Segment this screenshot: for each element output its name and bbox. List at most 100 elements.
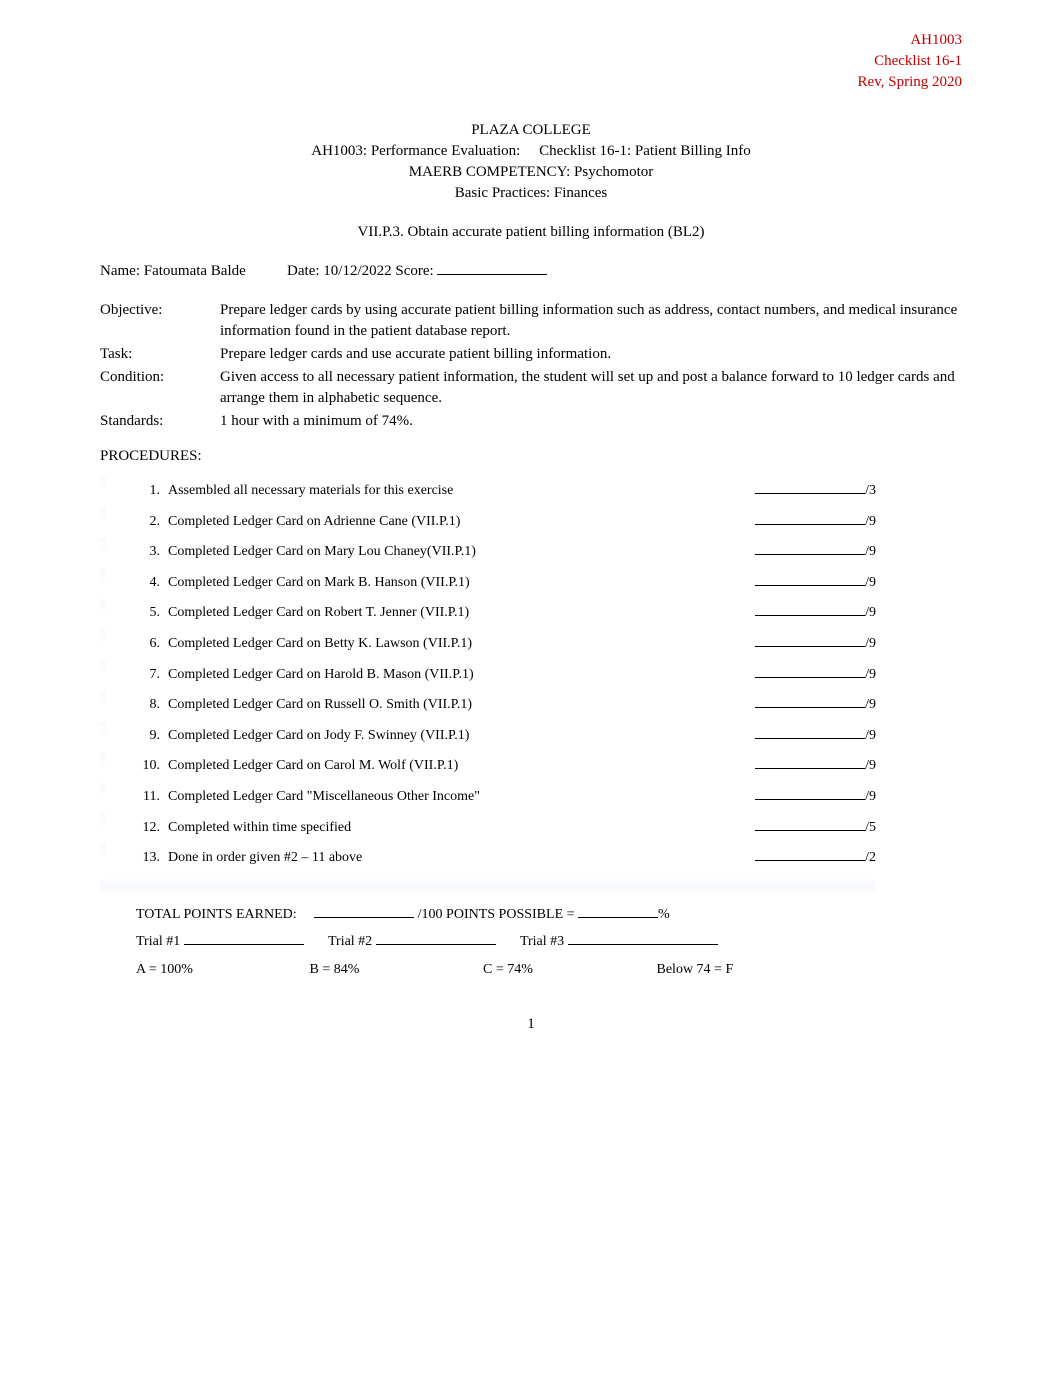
score-max: /5 (865, 820, 876, 835)
procedure-number: 13. (136, 848, 168, 868)
score-blank (755, 788, 865, 800)
procedure-score: /3 (726, 481, 876, 501)
procedure-number: 5. (136, 603, 168, 623)
procedure-number: 11. (136, 787, 168, 807)
totals-percent: % (658, 907, 670, 922)
title-line3: MAERB COMPETENCY: Psychomotor (100, 162, 962, 183)
procedure-row: 4. Completed Ledger Card on Mark B. Hans… (136, 569, 876, 600)
procedure-row: 5. Completed Ledger Card on Robert T. Je… (136, 599, 876, 630)
title-line2-prefix: AH1003: Performance Evaluation: (311, 143, 520, 159)
procedure-score: /2 (726, 848, 876, 868)
header-meta: AH1003 Checklist 16-1 Rev, Spring 2020 (858, 30, 962, 93)
definition-value: 1 hour with a minimum of 74%. (220, 411, 962, 432)
trial1-blank (184, 933, 304, 945)
score-max: /9 (865, 667, 876, 682)
procedure-score: /9 (726, 542, 876, 562)
procedure-text: Completed Ledger Card on Betty K. Lawson… (168, 634, 726, 654)
procedure-text: Completed Ledger Card on Russell O. Smit… (168, 695, 726, 715)
score-blank (755, 574, 865, 586)
procedure-row: 7. Completed Ledger Card on Harold B. Ma… (136, 661, 876, 692)
decorative-stripe (100, 877, 876, 895)
procedure-row: 13. Done in order given #2 – 11 above /2 (136, 844, 876, 875)
score-blank (437, 261, 547, 275)
procedure-text: Done in order given #2 – 11 above (168, 848, 726, 868)
definition-label: Task: (100, 344, 220, 365)
definition-row: Objective: Prepare ledger cards by using… (100, 300, 962, 342)
score-blank (755, 849, 865, 861)
procedure-text: Completed Ledger Card "Miscellaneous Oth… (168, 787, 726, 807)
page-number: 1 (100, 1014, 962, 1035)
totals-percent-blank (578, 906, 658, 918)
procedure-score: /9 (726, 573, 876, 593)
grade-c: C = 74% (483, 960, 653, 980)
score-max: /9 (865, 575, 876, 590)
name-date-line: Name: Fatoumata Balde Date: 10/12/2022 S… (100, 261, 962, 282)
procedure-number: 4. (136, 573, 168, 593)
score-label: Score: (395, 263, 433, 279)
score-blank (755, 757, 865, 769)
procedure-score: /9 (726, 512, 876, 532)
procedure-row: 2. Completed Ledger Card on Adrienne Can… (136, 508, 876, 539)
title-block: PLAZA COLLEGE AH1003: Performance Evalua… (100, 120, 962, 204)
procedure-score: /9 (726, 756, 876, 776)
score-blank (755, 482, 865, 494)
trial2-blank (376, 933, 496, 945)
score-max: /9 (865, 789, 876, 804)
trial2-label: Trial #2 (328, 934, 372, 949)
score-max: /2 (865, 850, 876, 865)
title-line2: AH1003: Performance Evaluation: Checklis… (100, 141, 962, 162)
procedure-number: 1. (136, 481, 168, 501)
definition-row: Standards: 1 hour with a minimum of 74%. (100, 411, 962, 432)
score-max: /9 (865, 697, 876, 712)
grade-a: A = 100% (136, 960, 306, 980)
score-max: /9 (865, 758, 876, 773)
score-max: /9 (865, 636, 876, 651)
procedure-score: /9 (726, 726, 876, 746)
grade-f: Below 74 = F (657, 960, 734, 980)
header-course: AH1003 (858, 30, 962, 51)
title-line4: Basic Practices: Finances (100, 183, 962, 204)
title-line2-suffix: Checklist 16-1: Patient Billing Info (539, 143, 751, 159)
section-heading: VII.P.3. Obtain accurate patient billing… (100, 222, 962, 243)
score-blank (755, 635, 865, 647)
header-rev: Rev, Spring 2020 (858, 72, 962, 93)
totals-earned-blank (314, 906, 414, 918)
name-label: Name: (100, 263, 140, 279)
procedures-label: PROCEDURES: (100, 446, 962, 467)
procedure-number: 7. (136, 665, 168, 685)
procedure-text: Completed Ledger Card on Adrienne Cane (… (168, 512, 726, 532)
procedure-text: Completed Ledger Card on Carol M. Wolf (… (168, 756, 726, 776)
procedure-text: Completed Ledger Card on Robert T. Jenne… (168, 603, 726, 623)
procedure-row: 10. Completed Ledger Card on Carol M. Wo… (136, 752, 876, 783)
definition-label: Condition: (100, 367, 220, 409)
totals-block: TOTAL POINTS EARNED: /100 POINTS POSSIBL… (136, 905, 962, 980)
title-institution: PLAZA COLLEGE (100, 120, 962, 141)
trial1-label: Trial #1 (136, 934, 180, 949)
definition-value: Given access to all necessary patient in… (220, 367, 962, 409)
procedure-row: 12. Completed within time specified /5 (136, 814, 876, 845)
procedure-score: /9 (726, 665, 876, 685)
grade-b: B = 84% (310, 960, 480, 980)
trial3-blank (568, 933, 718, 945)
procedure-row: 6. Completed Ledger Card on Betty K. Law… (136, 630, 876, 661)
score-blank (755, 819, 865, 831)
procedure-score: /9 (726, 603, 876, 623)
header-checklist: Checklist 16-1 (858, 51, 962, 72)
procedure-number: 6. (136, 634, 168, 654)
score-blank (755, 727, 865, 739)
grade-line: A = 100% B = 84% C = 74% Below 74 = F (136, 960, 962, 980)
definition-label: Standards: (100, 411, 220, 432)
totals-line: TOTAL POINTS EARNED: /100 POINTS POSSIBL… (136, 905, 962, 925)
score-max: /9 (865, 514, 876, 529)
procedure-text: Assembled all necessary materials for th… (168, 481, 726, 501)
procedure-text: Completed Ledger Card on Jody F. Swinney… (168, 726, 726, 746)
procedure-number: 8. (136, 695, 168, 715)
totals-possible-label: /100 POINTS POSSIBLE = (418, 907, 575, 922)
date-value: 10/12/2022 (323, 263, 391, 279)
procedure-score: /9 (726, 634, 876, 654)
score-blank (755, 696, 865, 708)
date-label: Date: (287, 263, 319, 279)
procedure-score: /9 (726, 787, 876, 807)
procedure-text: Completed within time specified (168, 818, 726, 838)
score-blank (755, 604, 865, 616)
